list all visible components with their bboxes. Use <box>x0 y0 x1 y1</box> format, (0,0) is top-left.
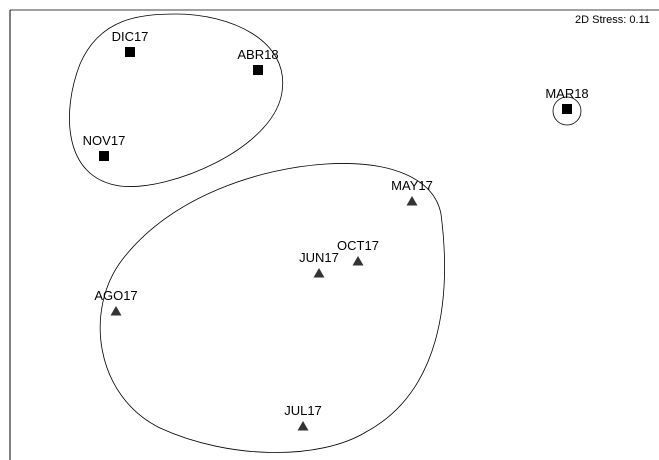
group-outline-upper-left <box>69 13 284 187</box>
point-label-may17: MAY17 <box>391 178 433 193</box>
point-label-jul17: JUL17 <box>284 403 322 418</box>
point-label-oct17: OCT17 <box>337 238 379 253</box>
point-label-ago17: AGO17 <box>94 288 137 303</box>
point-label-abr18: ABR18 <box>237 47 278 62</box>
point-nov17 <box>99 151 109 161</box>
point-label-mar18: MAR18 <box>545 86 588 101</box>
point-jun17 <box>313 268 325 278</box>
point-label-jun17: JUN17 <box>299 250 339 265</box>
group-outline-lower <box>99 163 445 453</box>
point-may17 <box>406 196 418 206</box>
stress-label: 2D Stress: 0.11 <box>575 14 650 26</box>
point-label-dic17: DIC17 <box>112 29 149 44</box>
point-abr18 <box>253 65 263 75</box>
point-label-nov17: NOV17 <box>83 133 126 148</box>
point-dic17 <box>125 47 135 57</box>
point-oct17 <box>352 256 364 266</box>
point-ago17 <box>110 306 122 316</box>
point-jul17 <box>297 421 309 431</box>
group-outline-single <box>552 96 582 126</box>
point-mar18 <box>562 104 572 114</box>
